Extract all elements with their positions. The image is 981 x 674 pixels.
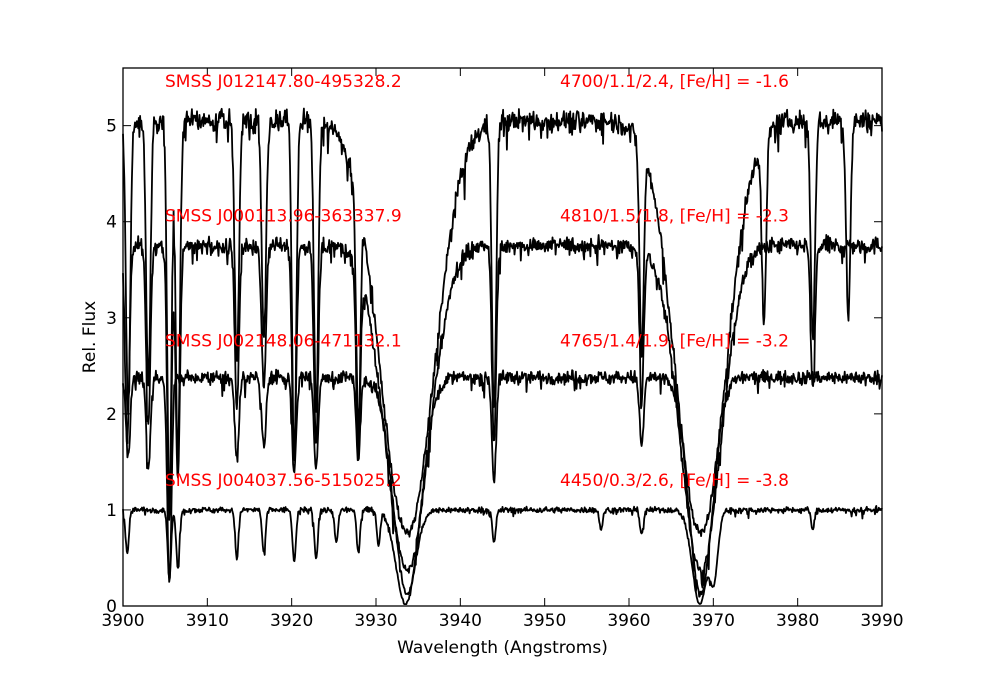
star-params-label: 4450/0.3/2.6, [Fe/H] = -3.8 bbox=[560, 471, 789, 491]
spectrum-line bbox=[122, 505, 883, 605]
x-tick-label: 3900 bbox=[101, 611, 144, 631]
star-name-label: SMSS J000113.96-363337.9 bbox=[165, 207, 402, 227]
y-tick-label: 5 bbox=[106, 117, 117, 137]
spectrum-line bbox=[122, 368, 883, 598]
y-tick-label: 1 bbox=[106, 501, 117, 521]
star-name-label: SMSS J004037.56-515025.2 bbox=[165, 471, 402, 491]
spectrum-line bbox=[122, 107, 883, 538]
star-params-label: 4765/1.4/1.9, [Fe/H] = -3.2 bbox=[560, 332, 789, 352]
plot-frame bbox=[122, 67, 883, 607]
x-tick-label: 3970 bbox=[692, 611, 735, 631]
star-name-label: SMSS J012147.80-495328.2 bbox=[165, 72, 402, 92]
y-tick-label: 4 bbox=[106, 213, 117, 233]
x-tick-label: 3960 bbox=[607, 611, 650, 631]
spectrum-line bbox=[122, 234, 883, 589]
x-tick-label: 3920 bbox=[270, 611, 313, 631]
star-params-label: 4700/1.1/2.4, [Fe/H] = -1.6 bbox=[560, 72, 789, 92]
star-params-label: 4810/1.5/1.8, [Fe/H] = -2.3 bbox=[560, 207, 789, 227]
x-tick-label: 3990 bbox=[860, 611, 903, 631]
y-tick-label: 2 bbox=[106, 405, 117, 425]
x-tick-label: 3980 bbox=[776, 611, 819, 631]
star-labels-layer: SMSS J012147.80-495328.2 4700/1.1/2.4, [F… bbox=[165, 72, 789, 491]
star-name-label: SMSS J002148.06-471132.1 bbox=[165, 332, 402, 352]
y-tick-label: 3 bbox=[106, 309, 117, 329]
x-tick-label: 3940 bbox=[439, 611, 482, 631]
x-tick-label: 3910 bbox=[186, 611, 229, 631]
x-tick-label: 3950 bbox=[523, 611, 566, 631]
ticks-layer: 3900 3910 3920 3930 3940 3950 3960 3970 3980 3990… bbox=[101, 68, 904, 631]
y-tick-label: 0 bbox=[106, 597, 117, 617]
x-tick-label: 3930 bbox=[354, 611, 397, 631]
x-axis-label: Wavelength (Angstroms) bbox=[397, 638, 608, 658]
y-axis-label: Rel. Flux bbox=[80, 301, 100, 373]
spectra-layer bbox=[122, 107, 883, 605]
